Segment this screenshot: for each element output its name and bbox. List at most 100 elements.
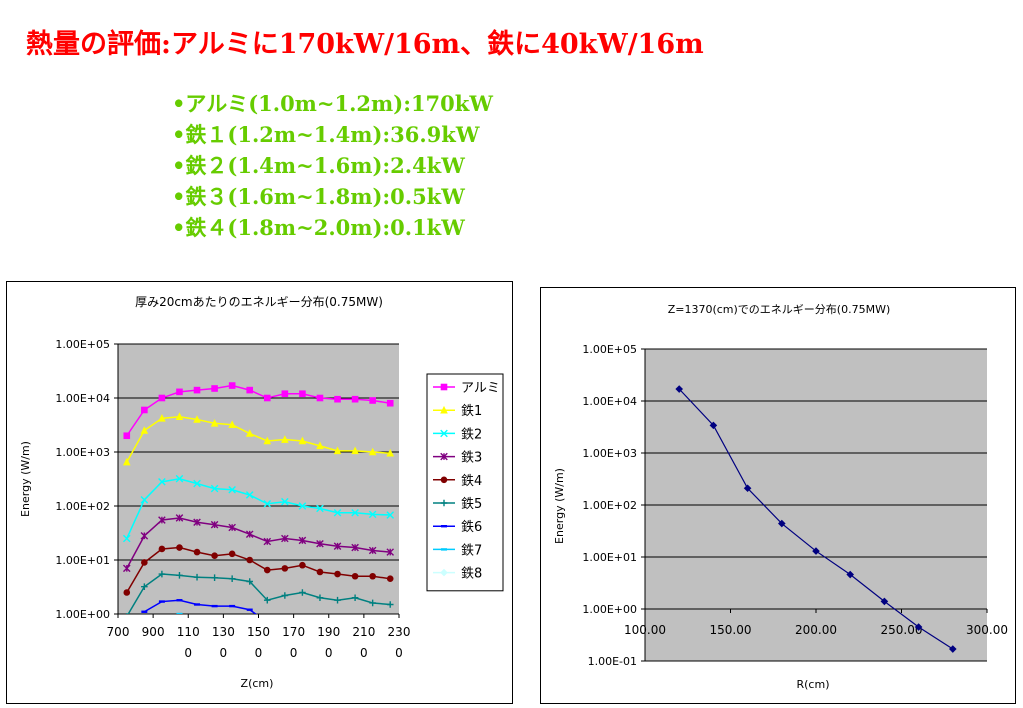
series-line (126, 415, 391, 463)
x-tick-label: 0 (290, 646, 298, 660)
data-point (228, 575, 236, 583)
legend-marker (441, 548, 447, 551)
y-tick-label: 1.00E+00 (55, 608, 110, 621)
series-鉄1 (122, 412, 395, 466)
x-tick-label: 150.00 (710, 623, 752, 637)
legend-label: 鉄7 (461, 543, 482, 558)
data-point (141, 610, 148, 613)
data-point (176, 572, 183, 579)
data-point (245, 429, 254, 437)
data-point (334, 570, 341, 578)
data-point (299, 561, 306, 569)
data-point (158, 478, 166, 486)
data-point (914, 623, 923, 631)
x-tick-label: 200.00 (795, 623, 837, 637)
data-point (281, 497, 289, 506)
series-アルミ (123, 382, 394, 440)
x-tick-label: 100.00 (624, 623, 666, 637)
bullet-item: •鉄４(1.8m~2.0m):0.1kW (172, 215, 465, 240)
x-tick-label: 0 (325, 646, 333, 660)
x-tick-label: 0 (395, 646, 403, 660)
data-point (264, 621, 270, 623)
x-tick-label: 170 (282, 625, 305, 639)
data-point (176, 599, 183, 602)
bullet-item: •鉄３(1.6m~1.8m):0.5kW (172, 184, 465, 209)
x-tick-label: 230 (388, 625, 411, 639)
bullet-list: •アルミ(1.0m~1.2m):170kW •鉄１(1.2m~1.4m):36.… (172, 88, 493, 243)
x-tick-label: 0 (220, 646, 228, 660)
data-point (316, 594, 324, 602)
data-point (846, 570, 854, 579)
y-axis-label: Energy (W/m) (19, 441, 32, 517)
data-point (193, 518, 201, 527)
bullet-item: •鉄１(1.2m~1.4m):36.9kW (172, 122, 480, 147)
y-axis-label: Energy (W/m) (553, 468, 566, 544)
series-line (126, 477, 391, 539)
legend-marker (440, 452, 448, 461)
x-tick-label: 210 (352, 625, 375, 639)
data-point (281, 534, 289, 543)
series-鉄5 (126, 570, 394, 614)
legend-label: 鉄6 (461, 520, 482, 535)
data-point (175, 514, 184, 522)
data-point (158, 600, 165, 603)
data-point (193, 548, 201, 556)
data-point (140, 496, 149, 504)
data-point (194, 617, 200, 619)
legend-label: アルミ (461, 381, 500, 396)
data-point (123, 589, 131, 596)
legend-marker (440, 383, 448, 391)
data-point (386, 448, 395, 457)
legend-marker (441, 525, 447, 528)
data-point (122, 457, 131, 466)
data-point (281, 592, 289, 599)
data-point (193, 415, 201, 423)
x-tick-label: 0 (360, 646, 368, 660)
data-point (141, 559, 148, 566)
data-point (246, 556, 254, 564)
y-tick-label: 1.00E+02 (582, 499, 637, 512)
data-point (141, 583, 148, 591)
data-point (351, 543, 359, 552)
data-point (122, 564, 131, 573)
data-point (949, 645, 957, 653)
legend-marker (440, 568, 448, 577)
y-tick-label: 1.00E-01 (588, 655, 637, 668)
data-point (316, 539, 324, 548)
series-line (126, 546, 391, 593)
series-line (126, 384, 391, 437)
data-point (369, 599, 376, 607)
data-point (194, 603, 201, 606)
data-point (246, 578, 254, 585)
data-point (333, 508, 342, 517)
data-point (778, 519, 786, 528)
data-point (193, 573, 201, 581)
data-point (210, 419, 219, 427)
data-point (334, 395, 341, 403)
data-point (245, 530, 254, 539)
data-point (176, 388, 183, 396)
data-point (351, 572, 359, 580)
data-point (246, 386, 254, 394)
data-point (351, 446, 359, 455)
data-point (316, 441, 324, 450)
y-tick-label: 1.00E+05 (582, 343, 637, 356)
data-point (386, 511, 395, 519)
data-point (812, 547, 820, 555)
data-point (386, 548, 395, 556)
data-point (334, 596, 341, 604)
data-point (211, 574, 218, 582)
x-tick-label: 130 (212, 625, 235, 639)
data-point (281, 565, 289, 572)
data-point (229, 604, 236, 608)
data-point (368, 510, 377, 519)
data-point (210, 484, 219, 493)
x-tick-label: 150 (247, 625, 270, 639)
series-energy-vs-r (675, 385, 957, 653)
data-point (351, 508, 359, 517)
data-point (263, 394, 271, 402)
data-point (158, 570, 166, 578)
data-point (281, 435, 289, 443)
x-tick-label: 250.00 (881, 623, 923, 637)
data-point (176, 612, 183, 614)
